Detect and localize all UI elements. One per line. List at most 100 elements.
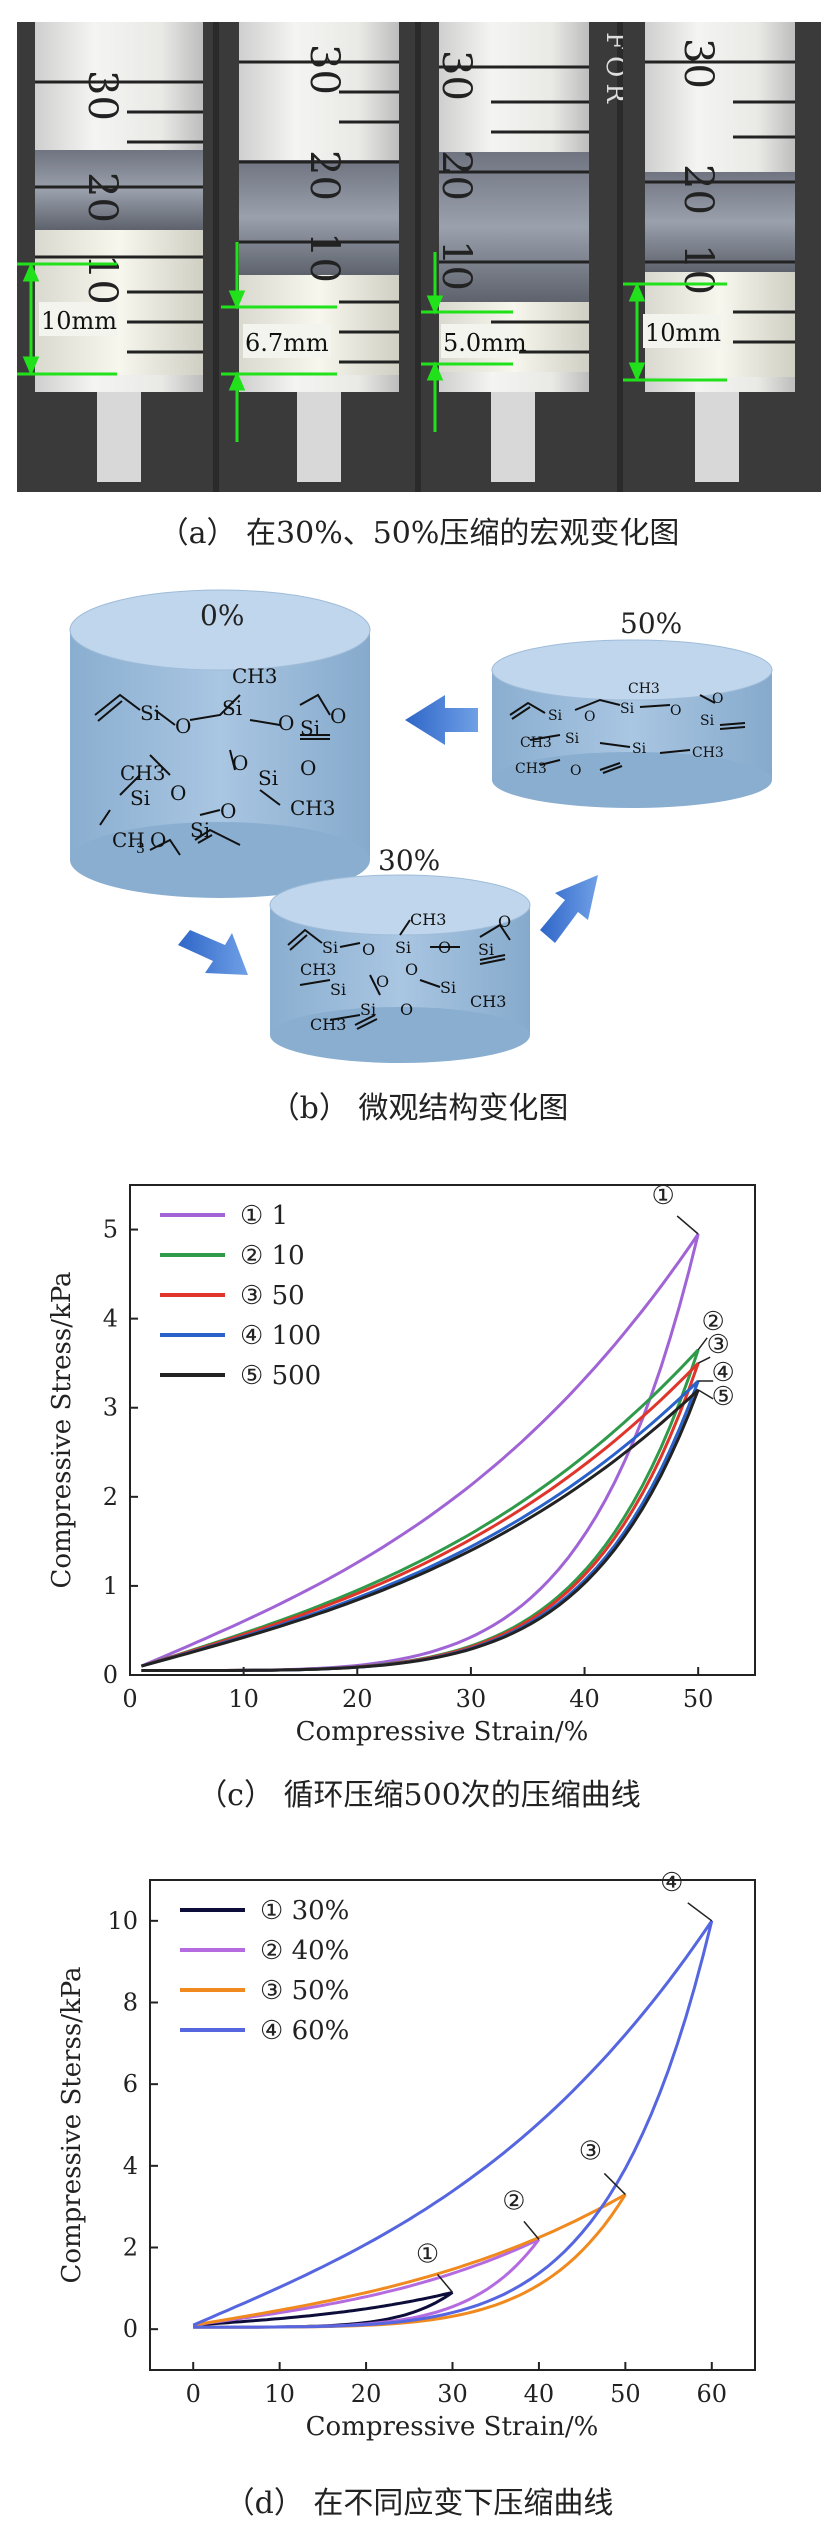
x-tick-label: 0 (122, 1685, 137, 1713)
atom-ch3: CH3 (290, 796, 335, 820)
atom-o: O (400, 1000, 413, 1019)
label-0-percent: 0% (200, 599, 244, 632)
y-tick-label: 5 (103, 1216, 118, 1244)
scale-10: 10 (675, 244, 721, 295)
syringe-photo-2: 30 20 10 6.7mm (219, 22, 415, 492)
atom-o: O (170, 781, 186, 805)
cylinder-0-percent: 0% Si O Si CH3 O O Si O O CH3 Si O Si (69, 589, 371, 898)
series-marker: ③ (579, 2136, 602, 2166)
atom-si: Si (395, 938, 411, 957)
y-tick-label: 3 (103, 1394, 118, 1422)
y-tick-label: 6 (123, 2070, 138, 2098)
microstructure-diagram: 0% Si O Si CH3 O O Si O O CH3 Si O Si (69, 589, 773, 1063)
y-tick-label: 10 (107, 1907, 138, 1935)
atom-o: O (405, 960, 418, 979)
y-tick-label: 4 (123, 2152, 138, 2180)
scale-30: 30 (79, 70, 125, 121)
y-axis-label: Compressive Sterss/kPa (57, 1966, 87, 2283)
atom-si: Si (330, 980, 346, 999)
scale-20: 20 (301, 150, 347, 201)
atom-o: O (232, 751, 248, 775)
y-tick-label: 4 (103, 1305, 118, 1333)
caption-c: （c） 循环压缩500次的压缩曲线 (197, 1778, 641, 1813)
atom-si: Si (222, 696, 242, 720)
marker-leader (436, 2273, 454, 2293)
atom-si: Si (258, 766, 278, 790)
x-tick-label: 50 (683, 1685, 714, 1713)
x-tick-label: 0 (186, 2380, 201, 2408)
y-tick-label: 1 (103, 1572, 118, 1600)
label-30-percent: 30% (378, 844, 440, 877)
atom-o: O (438, 938, 451, 957)
atom-si: Si (322, 938, 338, 957)
atom-si: Si (565, 731, 580, 747)
syringe-photo-1: 30 20 10 10mm (17, 22, 213, 492)
scale-30: 30 (301, 44, 347, 95)
marker-leader (697, 1389, 714, 1400)
series-marker: ④ (660, 1868, 683, 1898)
atom-o: O (570, 763, 581, 779)
marker-leader (523, 2220, 540, 2240)
y-tick-label: 0 (103, 1661, 118, 1689)
arrow-down-right (178, 930, 248, 975)
syringe-photo-strip: 30 20 10 10mm 30 20 1 (17, 22, 821, 492)
legend-label: ① 30% (260, 1896, 349, 1926)
syringe-photos: 30 20 10 10mm 30 20 1 (17, 22, 821, 492)
atom-o: O (175, 714, 191, 738)
atom-ch3: CH3 (120, 761, 165, 785)
atom-si: Si (620, 701, 635, 717)
x-tick-label: 50 (610, 2380, 641, 2408)
series-loop (192, 2193, 627, 2329)
x-tick-label: 60 (697, 2380, 728, 2408)
atom-ch3: CH3 (692, 745, 724, 761)
atom-o: O (362, 940, 375, 959)
legend-label: ③ 50% (260, 1976, 349, 2006)
atom-ch3: CH3 (300, 960, 336, 979)
x-tick-label: 40 (524, 2380, 555, 2408)
series-marker: ① (652, 1181, 675, 1211)
x-tick-label: 10 (228, 1685, 259, 1713)
caption-a: （a） 在30%、50%压缩的宏观变化图 (158, 516, 680, 551)
marker-leader (697, 1337, 708, 1351)
atom-si: Si (440, 978, 456, 997)
x-tick-label: 40 (569, 1685, 600, 1713)
x-axis-label: Compressive Strain/% (296, 1717, 589, 1747)
x-axis-label: Compressive Strain/% (306, 2412, 599, 2442)
legend-label: ④ 60% (260, 2016, 349, 2046)
legend-label: ③ 50 (240, 1281, 305, 1311)
legend-label: ④ 100 (240, 1321, 321, 1351)
atom-o: O (300, 756, 316, 780)
y-tick-label: 2 (123, 2234, 138, 2262)
cylinder-50-percent: 50% Si O Si CH3 O Si O CH3 Si Si CH3 CH3… (491, 607, 773, 808)
atom-ch3: CH3 (232, 664, 277, 688)
measure-label-2: 6.7mm (245, 329, 329, 357)
atom-o: O (498, 912, 511, 931)
scale-20: 20 (433, 150, 479, 201)
plot-frame (149, 1879, 756, 2371)
chart-different-strain: 0 10 20 30 40 50 60 0 2 4 6 8 10 ① 30% ② 40% ③ 50% ④ 60… (57, 1868, 756, 2442)
atom-o: O (712, 691, 723, 707)
legend-label: ② 10 (240, 1241, 305, 1271)
atom-si: Si (360, 1000, 376, 1019)
scale-30: 30 (433, 50, 479, 101)
atom-o: O (376, 972, 389, 991)
atom-o: O (278, 711, 294, 735)
marker-leader (697, 1356, 711, 1364)
scale-20: 20 (79, 172, 125, 223)
series-marker: ④ (712, 1358, 735, 1388)
y-tick-label: 0 (123, 2315, 138, 2343)
marker-leader (603, 2172, 626, 2195)
label-50-percent: 50% (620, 607, 682, 640)
atom-o: O (584, 709, 595, 725)
arrow-up-right (540, 875, 598, 943)
series-marker: ⑤ (712, 1382, 735, 1412)
legend-label: ② 40% (260, 1936, 349, 1966)
series-loop (192, 2237, 541, 2329)
syringe-photo-4: 30 20 10 10mm (623, 22, 821, 492)
scale-10: 10 (433, 240, 479, 291)
atom-si: Si (478, 940, 494, 959)
atom-ch3: CH3 (515, 761, 547, 777)
legend-label: ⑤ 500 (240, 1361, 321, 1391)
atom-si: Si (130, 786, 150, 810)
atom-ch: CH (112, 828, 145, 852)
